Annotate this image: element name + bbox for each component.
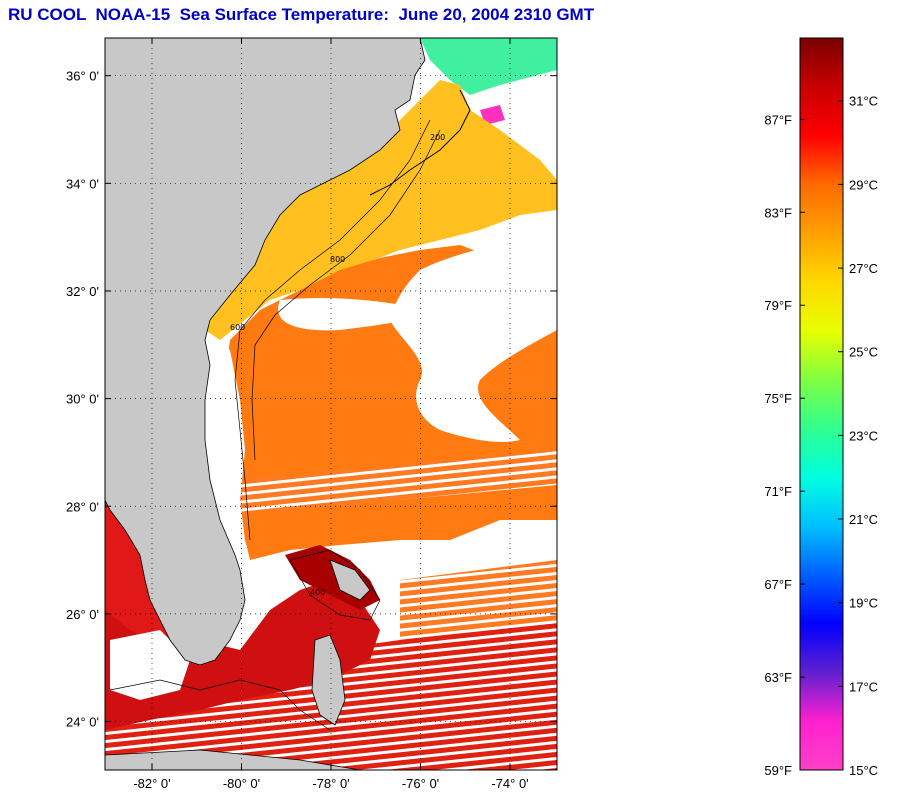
- cloud-swath-1: [240, 450, 557, 515]
- colorbar-f-label: 75°F: [764, 391, 792, 406]
- colorbar-c-label: 19°C: [849, 596, 878, 611]
- bathymetry-contour-bahamas: [289, 549, 381, 621]
- colorbar: [799, 37, 844, 771]
- lat-label: 36° 0': [66, 69, 99, 84]
- contour-label: 400: [310, 588, 325, 597]
- shelf-water: [205, 80, 557, 340]
- cloud-swath-2: [400, 560, 557, 640]
- longitude-axis: -82° 0' -80° 0' -78° 0' -76° 0' -74° 0': [133, 38, 529, 791]
- lon-label: -80° 0': [223, 776, 260, 791]
- colorbar-f-label: 59°F: [764, 763, 792, 778]
- bahamas-andros: [311, 634, 346, 726]
- colorbar-c-label: 31°C: [849, 94, 878, 109]
- colorbar-f-label: 83°F: [764, 205, 792, 220]
- lon-label: -76° 0': [402, 776, 439, 791]
- lon-label: -82° 0': [133, 776, 170, 791]
- colorbar-f-label: 63°F: [764, 670, 792, 685]
- map-panel: 200 800 600 400: [105, 38, 557, 770]
- bathymetry-contour-keys: [109, 679, 331, 731]
- cloud-central: [278, 298, 430, 331]
- colorbar-celsius-labels: 31°C 29°C 27°C 25°C 23°C 21°C 19°C 17°C 15°C: [838, 94, 878, 778]
- bathymetry-contour-200: [234, 119, 431, 541]
- lat-label: 28° 0': [66, 499, 99, 514]
- lat-label: 30° 0': [66, 392, 99, 407]
- colorbar-c-label: 21°C: [849, 512, 878, 527]
- lat-label: 26° 0': [66, 607, 99, 622]
- lat-label: 32° 0': [66, 284, 99, 299]
- colorbar-c-label: 17°C: [849, 679, 878, 694]
- colorbar-c-label: 29°C: [849, 177, 878, 192]
- lat-label: 34° 0': [66, 176, 99, 191]
- contour-label: 800: [330, 255, 345, 264]
- contour-label: 200: [430, 133, 445, 142]
- colorbar-c-label: 25°C: [849, 345, 878, 360]
- bathymetry-contour-800: [251, 129, 441, 461]
- lon-label: -74° 0': [491, 776, 528, 791]
- outer-banks: [369, 89, 471, 196]
- map-gridlines: [105, 38, 557, 770]
- cloud-east: [390, 230, 557, 442]
- latitude-axis: 36° 0' 34° 0' 32° 0' 30° 0' 28° 0' 26° 0' 24° …: [66, 69, 557, 730]
- colorbar-f-label: 87°F: [764, 112, 792, 127]
- colorbar-f-label: 71°F: [764, 484, 792, 499]
- land-southeast-us: [105, 38, 426, 666]
- northern-magenta-patch: [480, 105, 505, 125]
- florida-coastal-cloud: [210, 340, 250, 565]
- cuba-coast: [105, 749, 361, 770]
- colorbar-c-label: 15°C: [849, 763, 878, 778]
- page-title: RU COOL NOAA-15 Sea Surface Temperature:…: [8, 5, 595, 24]
- contour-label: 600: [230, 323, 245, 332]
- lon-label: -78° 0': [312, 776, 349, 791]
- bahamas-abaco: [329, 559, 371, 601]
- lat-label: 24° 0': [66, 715, 99, 730]
- colorbar-fahrenheit-labels: 87°F 83°F 79°F 75°F 71°F 67°F 63°F 59°F: [764, 112, 805, 778]
- colorbar-c-label: 27°C: [849, 261, 878, 276]
- colorbar-f-label: 79°F: [764, 298, 792, 313]
- colorbar-f-label: 67°F: [764, 577, 792, 592]
- colorbar-c-label: 23°C: [849, 428, 878, 443]
- northern-cool-water: [420, 38, 557, 95]
